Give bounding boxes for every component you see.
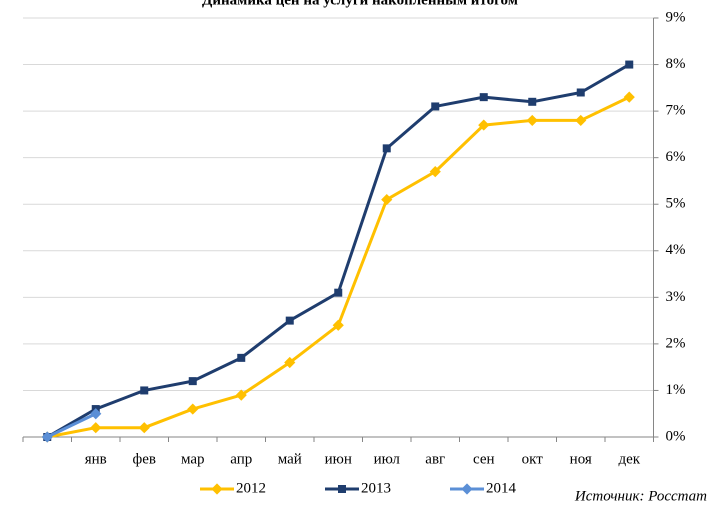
- marker: [332, 319, 344, 331]
- x-tick-label: мар: [181, 451, 205, 467]
- marker: [90, 422, 102, 434]
- x-tick-label: дек: [618, 451, 640, 467]
- marker: [285, 316, 294, 325]
- x-tick-label: фев: [133, 451, 156, 467]
- x-tick-label: авг: [425, 451, 445, 467]
- marker: [526, 114, 538, 127]
- marker: [138, 422, 150, 434]
- legend-label: 2013: [361, 480, 391, 496]
- marker: [625, 60, 634, 69]
- marker: [575, 114, 587, 127]
- marker: [623, 91, 635, 103]
- y-tick-label: 1%: [666, 382, 686, 398]
- series-line: [46, 412, 97, 439]
- marker: [334, 288, 343, 297]
- marker: [188, 377, 197, 386]
- y-tick-label: 4%: [666, 242, 686, 258]
- marker: [576, 88, 585, 97]
- marker: [382, 144, 391, 153]
- y-tick-label: 2%: [666, 335, 686, 351]
- marker: [41, 431, 53, 443]
- y-tick-label: 3%: [666, 289, 686, 305]
- marker: [237, 353, 246, 362]
- marker: [429, 166, 441, 178]
- marker: [284, 356, 296, 369]
- source-note: Источник: Росстат: [574, 488, 707, 504]
- marker: [187, 403, 199, 415]
- chart-title: Динамика цен на услуги накопленным итого…: [202, 0, 518, 8]
- y-tick-label: 0%: [666, 428, 686, 444]
- y-tick-label: 8%: [666, 56, 686, 72]
- x-tick-label: сен: [473, 451, 495, 467]
- marker: [478, 119, 490, 131]
- marker: [479, 93, 488, 102]
- marker: [90, 408, 102, 420]
- x-tick-label: окт: [522, 451, 544, 467]
- x-tick-label: май: [278, 451, 302, 467]
- marker: [140, 386, 149, 395]
- x-tick-label: июн: [325, 451, 352, 467]
- y-tick-label: 9%: [666, 9, 686, 25]
- marker: [235, 389, 247, 401]
- marker: [338, 485, 346, 493]
- y-tick-label: 5%: [666, 196, 686, 212]
- x-tick-label: июл: [374, 451, 401, 467]
- marker: [211, 483, 223, 495]
- x-tick-label: ноя: [570, 451, 592, 467]
- marker: [381, 193, 393, 206]
- legend-label: 2012: [236, 480, 266, 496]
- legend-label: 2014: [486, 480, 517, 496]
- marker: [528, 97, 537, 106]
- y-tick-label: 6%: [666, 149, 686, 165]
- series-line: [46, 95, 630, 439]
- y-tick-label: 7%: [666, 103, 686, 119]
- marker: [431, 102, 440, 111]
- x-tick-label: янв: [85, 451, 107, 467]
- marker: [461, 483, 473, 495]
- x-tick-label: апр: [230, 451, 252, 467]
